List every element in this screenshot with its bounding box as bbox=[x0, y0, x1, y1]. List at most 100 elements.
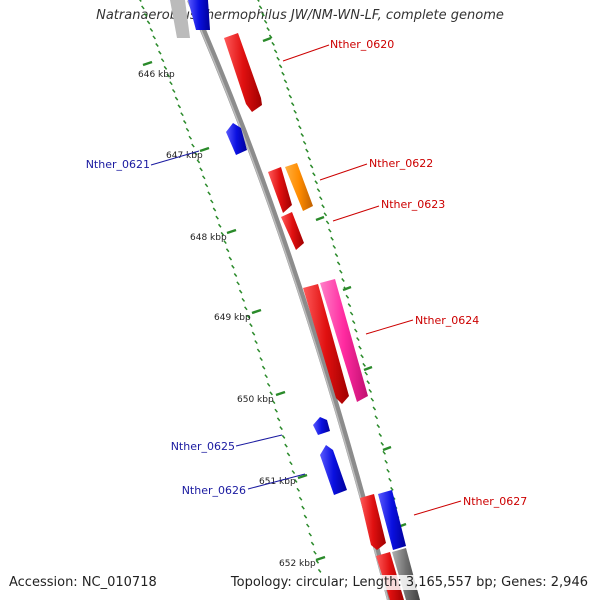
ruler-dot bbox=[341, 278, 345, 282]
ruler-dot bbox=[188, 135, 193, 140]
ruler-dot bbox=[238, 289, 243, 294]
ruler-tick bbox=[142, 60, 153, 67]
ruler-dot bbox=[149, 27, 154, 32]
gene-label[interactable]: Nther_0623 bbox=[381, 198, 445, 211]
ruler-dot bbox=[336, 261, 341, 266]
ruler-dot bbox=[171, 88, 176, 93]
ruler-dot bbox=[276, 417, 281, 422]
ruler-dot bbox=[362, 362, 366, 367]
ruler-dot bbox=[370, 397, 375, 402]
ruler-tick bbox=[275, 390, 286, 397]
ruler-dot bbox=[334, 253, 339, 258]
ruler-dot bbox=[141, 5, 145, 10]
gene-nther-0627 bbox=[378, 490, 406, 550]
gene-nther-0626 bbox=[320, 445, 347, 495]
ruler-dot bbox=[155, 43, 159, 47]
ruler-dot bbox=[345, 294, 350, 299]
ruler-dot bbox=[139, 0, 142, 2]
connector-nther-0627 bbox=[413, 500, 462, 516]
ruler-dot bbox=[283, 79, 288, 84]
ruler-dot bbox=[217, 223, 222, 228]
ruler-dot bbox=[273, 49, 278, 54]
ruler-dot bbox=[246, 314, 251, 319]
ruler-dot bbox=[215, 215, 219, 220]
connector-nther-0623 bbox=[332, 205, 380, 222]
ruler-dot bbox=[263, 19, 268, 24]
outer-tick bbox=[315, 215, 325, 222]
ruler-dot bbox=[374, 415, 379, 420]
ruler-tick bbox=[297, 473, 308, 480]
ruler-dot bbox=[180, 112, 184, 117]
ruler-dot bbox=[305, 148, 309, 153]
ruler-dot bbox=[233, 273, 238, 277]
ruler-dot bbox=[339, 269, 343, 274]
ruler-dot bbox=[356, 337, 360, 342]
ruler-dot bbox=[241, 297, 246, 302]
gene-label[interactable]: Nther_0626 bbox=[182, 484, 246, 497]
ruler-dot bbox=[257, 0, 260, 2]
ruler-dot bbox=[204, 183, 209, 188]
ruler-dot bbox=[347, 303, 352, 308]
ruler-dot bbox=[358, 345, 362, 350]
ruler-dot bbox=[185, 127, 190, 132]
ruler-dot bbox=[174, 96, 179, 101]
ruler-dot bbox=[281, 434, 286, 439]
ruler-dot bbox=[254, 340, 258, 345]
accession-text: Accession: NC_010718 bbox=[9, 575, 157, 590]
ruler-dot bbox=[323, 212, 328, 217]
outer-ticks bbox=[262, 36, 407, 529]
ruler-dot bbox=[384, 459, 388, 464]
ruler-dot bbox=[303, 514, 308, 519]
ruler-dots bbox=[139, 0, 324, 582]
gene-label[interactable]: Nther_0625 bbox=[171, 440, 235, 453]
ruler-dot bbox=[372, 406, 377, 411]
gene-nther-0625 bbox=[313, 417, 330, 435]
gene-label[interactable]: Nther_0627 bbox=[463, 495, 527, 508]
connector-nther-0624 bbox=[365, 319, 414, 335]
ruler-label: 648 kbp bbox=[190, 233, 227, 243]
ruler-dot bbox=[196, 159, 201, 164]
ruler-tick bbox=[251, 308, 262, 315]
ruler-dot bbox=[288, 94, 293, 99]
ruler-dot bbox=[386, 468, 390, 473]
ruler-dot bbox=[271, 41, 275, 46]
ruler-dot bbox=[321, 204, 325, 209]
ruler-dot bbox=[368, 388, 373, 393]
gene-feature-red-long bbox=[303, 284, 349, 404]
ruler-dot bbox=[169, 81, 173, 86]
ruler-label: 651 kbp bbox=[259, 477, 296, 487]
ruler-dot bbox=[249, 323, 253, 328]
gene-nther-0624 bbox=[320, 279, 368, 402]
outer-tick bbox=[363, 365, 373, 372]
ruler-dot bbox=[330, 236, 334, 241]
ruler-dot bbox=[328, 228, 332, 233]
ruler-dot bbox=[276, 56, 280, 61]
gene-feature-blue bbox=[188, 0, 210, 30]
ruler-dot bbox=[319, 196, 323, 201]
ruler-dot bbox=[307, 156, 312, 161]
gene-feature-red-bottom bbox=[360, 494, 386, 550]
gene-nther-0621 bbox=[226, 123, 247, 155]
gene-nther-0623 bbox=[281, 212, 304, 250]
gene-feature-gray bbox=[170, 0, 190, 38]
ruler-dot bbox=[380, 441, 385, 446]
ruler-tick bbox=[199, 146, 210, 153]
ruler-dot bbox=[293, 478, 298, 483]
ruler-dot bbox=[177, 104, 182, 109]
gene-label[interactable]: Nther_0622 bbox=[369, 157, 433, 170]
ruler-tick bbox=[226, 228, 237, 235]
ruler-dot bbox=[266, 27, 270, 32]
ruler-dot bbox=[295, 117, 300, 122]
ruler-dot bbox=[278, 64, 283, 69]
ruler-dot bbox=[349, 311, 354, 316]
connector-nther-0620 bbox=[282, 44, 330, 62]
gene-label[interactable]: Nther_0624 bbox=[415, 314, 479, 327]
connector-nther-0622 bbox=[319, 163, 368, 181]
ruler-dot bbox=[269, 391, 273, 396]
ruler-dot bbox=[201, 175, 206, 180]
connector-nther-0621 bbox=[150, 150, 200, 166]
gene-label[interactable]: Nther_0621 bbox=[86, 158, 150, 171]
connector-nther-0625 bbox=[235, 434, 283, 447]
ruler-dot bbox=[261, 365, 266, 370]
gene-label[interactable]: Nther_0620 bbox=[330, 38, 394, 51]
